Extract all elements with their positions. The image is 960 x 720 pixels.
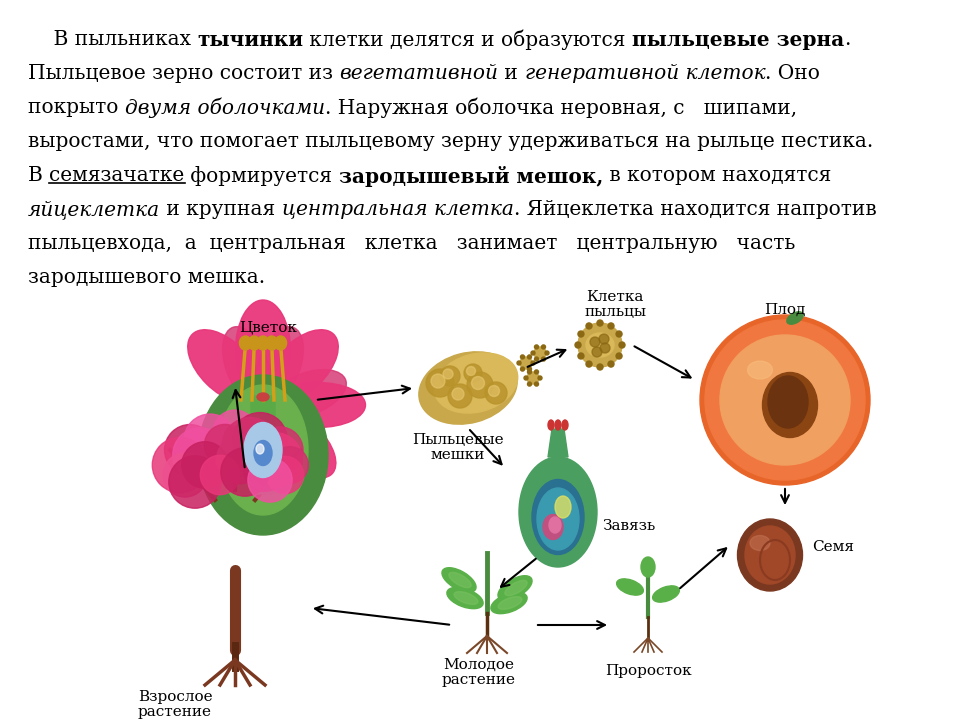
Circle shape: [520, 355, 524, 359]
Circle shape: [534, 347, 546, 359]
Ellipse shape: [748, 361, 773, 379]
Ellipse shape: [537, 488, 579, 550]
Circle shape: [619, 342, 625, 348]
Ellipse shape: [256, 444, 264, 454]
Ellipse shape: [787, 312, 804, 324]
Ellipse shape: [498, 597, 522, 609]
Text: растение: растение: [138, 705, 212, 719]
Ellipse shape: [419, 352, 517, 424]
Ellipse shape: [737, 519, 803, 591]
Circle shape: [242, 422, 278, 458]
Circle shape: [608, 323, 614, 329]
Ellipse shape: [434, 353, 517, 413]
Circle shape: [586, 361, 592, 367]
Circle shape: [268, 443, 312, 487]
Circle shape: [545, 351, 549, 355]
Circle shape: [527, 382, 532, 386]
Circle shape: [227, 422, 274, 468]
Circle shape: [535, 357, 539, 361]
Circle shape: [597, 320, 603, 326]
Circle shape: [186, 416, 233, 464]
Ellipse shape: [249, 336, 260, 350]
Circle shape: [431, 374, 445, 388]
Text: Плод: Плод: [764, 303, 805, 317]
Text: Пыльцевые: Пыльцевые: [412, 433, 504, 447]
Ellipse shape: [454, 592, 478, 604]
Circle shape: [575, 342, 581, 348]
Ellipse shape: [641, 557, 655, 577]
Circle shape: [489, 385, 499, 397]
Circle shape: [241, 446, 289, 494]
Circle shape: [538, 376, 542, 380]
Ellipse shape: [447, 588, 483, 608]
Ellipse shape: [505, 580, 527, 595]
Ellipse shape: [268, 410, 336, 478]
Ellipse shape: [235, 300, 291, 400]
Circle shape: [541, 357, 545, 361]
Text: .: .: [845, 30, 851, 49]
Text: Взрослое: Взрослое: [137, 690, 212, 704]
Ellipse shape: [532, 480, 584, 554]
Circle shape: [599, 334, 609, 344]
Ellipse shape: [266, 330, 338, 402]
Circle shape: [535, 370, 539, 374]
Ellipse shape: [449, 572, 471, 588]
Circle shape: [426, 369, 454, 397]
Circle shape: [520, 357, 532, 369]
Circle shape: [700, 315, 870, 485]
Circle shape: [202, 422, 249, 468]
Circle shape: [720, 335, 850, 465]
Text: Молодое: Молодое: [444, 658, 515, 672]
Circle shape: [590, 337, 600, 347]
Circle shape: [597, 364, 603, 370]
Circle shape: [452, 388, 464, 400]
Text: растение: растение: [442, 673, 516, 687]
Circle shape: [608, 361, 614, 367]
Circle shape: [259, 429, 300, 471]
Circle shape: [541, 345, 545, 349]
Ellipse shape: [762, 372, 818, 438]
Text: Пыльцевое зерно состоит из: Пыльцевое зерно состоит из: [28, 64, 340, 83]
Circle shape: [586, 323, 592, 329]
Text: Проросток: Проросток: [605, 664, 691, 678]
Circle shape: [578, 323, 622, 367]
Circle shape: [464, 364, 482, 382]
Circle shape: [527, 370, 532, 374]
Ellipse shape: [244, 423, 282, 477]
Circle shape: [485, 382, 507, 404]
Circle shape: [531, 361, 535, 365]
Ellipse shape: [218, 385, 308, 515]
Ellipse shape: [562, 420, 568, 430]
Circle shape: [535, 382, 539, 386]
Ellipse shape: [543, 515, 563, 539]
Ellipse shape: [745, 526, 795, 584]
Circle shape: [578, 331, 584, 337]
Text: мешки: мешки: [431, 448, 485, 462]
Text: генеративной клеток: генеративной клеток: [524, 64, 765, 83]
Text: пыльцевхода,  а  центральная   клетка   занимает   центральную   часть: пыльцевхода, а центральная клетка занима…: [28, 234, 796, 253]
Ellipse shape: [254, 441, 272, 466]
Circle shape: [705, 320, 865, 480]
Text: . Оно: . Оно: [765, 64, 820, 83]
Ellipse shape: [555, 420, 561, 430]
Text: . Наружная оболочка неровная, с   шипами,: . Наружная оболочка неровная, с шипами,: [324, 98, 797, 119]
Text: клетки делятся и образуются: клетки делятся и образуются: [303, 30, 632, 50]
Circle shape: [252, 438, 298, 482]
Text: В пыльниках: В пыльниках: [28, 30, 198, 49]
Ellipse shape: [275, 336, 287, 350]
Circle shape: [262, 464, 278, 480]
Circle shape: [247, 457, 263, 473]
Ellipse shape: [188, 330, 260, 402]
Text: Цветок: Цветок: [239, 320, 297, 334]
Text: пыльцевые зерна: пыльцевые зерна: [632, 30, 845, 50]
Circle shape: [527, 372, 539, 384]
Circle shape: [165, 455, 204, 495]
Ellipse shape: [653, 586, 680, 602]
Ellipse shape: [768, 376, 808, 428]
Ellipse shape: [271, 382, 366, 428]
Circle shape: [220, 439, 260, 480]
Circle shape: [592, 347, 602, 357]
Ellipse shape: [257, 393, 269, 401]
Circle shape: [524, 376, 528, 380]
